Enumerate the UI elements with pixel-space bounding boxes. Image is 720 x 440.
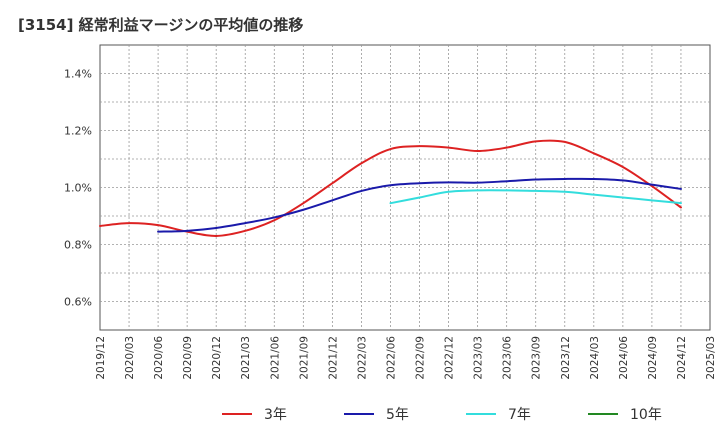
x-tick-label: 2022/12 <box>444 336 456 380</box>
legend-label-2: 7年 <box>508 407 531 423</box>
x-tick-label: 2020/09 <box>182 336 194 380</box>
series-line-1 <box>157 177 682 233</box>
x-tick-label: 2021/06 <box>269 336 281 380</box>
x-tick-label: 2024/03 <box>589 336 601 380</box>
x-tick-label: 2019/12 <box>95 336 107 380</box>
y-tick-label: 0.8% <box>64 239 92 252</box>
series-line-0 <box>99 139 682 237</box>
y-tick-label: 1.4% <box>64 68 92 81</box>
x-tick-label: 2024/06 <box>618 336 630 380</box>
x-tick-label: 2023/12 <box>560 336 572 380</box>
x-tick-label: 2021/03 <box>240 336 252 380</box>
x-tick-label: 2020/03 <box>124 336 136 380</box>
x-tick-label: 2022/09 <box>415 336 427 380</box>
x-tick-label: 2022/03 <box>356 336 368 380</box>
y-tick-label: 1.2% <box>64 125 92 138</box>
x-tick-label: 2022/06 <box>385 336 397 380</box>
x-tick-label: 2023/06 <box>502 336 514 380</box>
x-tick-label: 2021/12 <box>327 336 339 380</box>
series-line-2 <box>389 189 682 205</box>
x-tick-label: 2020/12 <box>211 336 223 380</box>
x-tick-label: 2020/06 <box>153 336 165 380</box>
legend-label-1: 5年 <box>386 407 409 423</box>
chart-title: [3154] 経常利益マージンの平均値の推移 <box>18 16 304 34</box>
y-tick-label: 1.0% <box>64 182 92 195</box>
x-tick-label: 2023/09 <box>531 336 543 380</box>
legend-label-3: 10年 <box>630 407 662 423</box>
x-tick-label: 2023/03 <box>473 336 485 380</box>
x-tick-label: 2025/03 <box>705 336 717 380</box>
x-tick-label: 2021/09 <box>298 336 310 380</box>
y-tick-label: 0.6% <box>64 296 92 309</box>
x-tick-label: 2024/12 <box>676 336 688 380</box>
x-tick-label: 2024/09 <box>647 336 659 380</box>
legend-label-0: 3年 <box>264 407 287 423</box>
